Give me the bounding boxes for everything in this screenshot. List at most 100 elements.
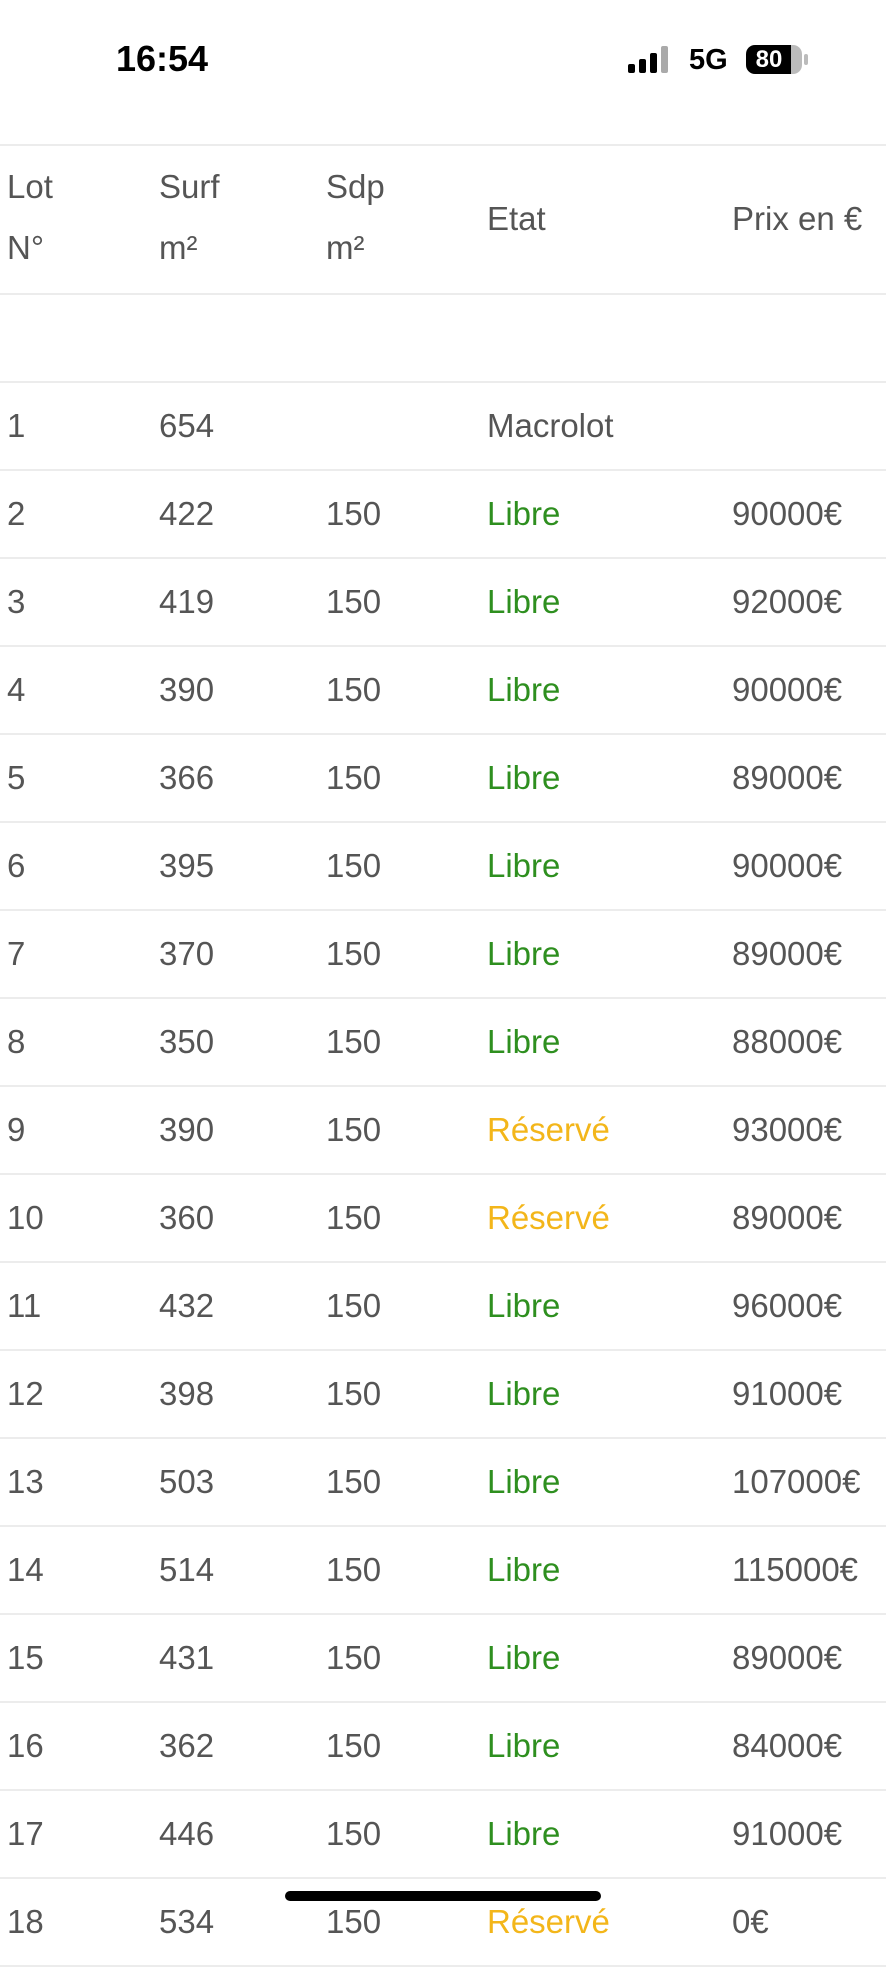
cell-text: 15 — [7, 1639, 44, 1676]
cell-text: 654 — [159, 407, 215, 444]
column-header: Etat — [487, 200, 546, 237]
cell-text: 0€ — [732, 1903, 769, 1940]
row-divider — [0, 557, 886, 559]
screen: 16:54 5G 80 Lot N° Surf m² Sdp m² Etat Prix en … — [0, 38, 886, 1967]
cell-text: 431 — [159, 1639, 215, 1676]
cell-text: 115000€ — [732, 1551, 859, 1588]
cell-text: 150 — [326, 847, 382, 884]
cell-text: 150 — [326, 1903, 382, 1940]
cell-text: 96000€ — [732, 1287, 843, 1324]
row-divider — [0, 293, 886, 295]
row-divider — [0, 821, 886, 823]
network: 5G — [689, 44, 728, 76]
row-divider — [0, 1789, 886, 1791]
cell-text: 150 — [326, 1727, 382, 1764]
cell-text: 150 — [326, 1639, 382, 1676]
cell-text: 150 — [326, 1199, 382, 1236]
status: Libre — [487, 1551, 561, 1588]
battery-tip — [804, 54, 808, 65]
cell-text: 18 — [7, 1903, 44, 1940]
status: Libre — [487, 583, 561, 620]
cell-text: 150 — [326, 1287, 382, 1324]
cell-text: 150 — [326, 935, 382, 972]
cell-text: 534 — [159, 1903, 215, 1940]
cell-text: 89000€ — [732, 1639, 843, 1676]
signal-icon — [628, 46, 668, 73]
status: Libre — [487, 1375, 561, 1412]
row-divider — [0, 1437, 886, 1439]
cell-text: 6 — [7, 847, 26, 884]
row-divider — [0, 1525, 886, 1527]
column-header: Surf — [159, 168, 220, 205]
cell-text: 360 — [159, 1199, 215, 1236]
cell-text: 422 — [159, 495, 215, 532]
cell-text: 398 — [159, 1375, 215, 1412]
cell-text: 150 — [326, 583, 382, 620]
cell-text: 17 — [7, 1815, 44, 1852]
status: Libre — [487, 1727, 561, 1764]
status: Libre — [487, 1287, 561, 1324]
cell-text: 90000€ — [732, 495, 843, 532]
cell-text: 150 — [326, 1023, 382, 1060]
cell-text: 150 — [326, 671, 382, 708]
cell-text: 9 — [7, 1111, 26, 1148]
cell-text: 150 — [326, 1815, 382, 1852]
row-divider — [0, 1085, 886, 1087]
cell-text: 150 — [326, 1551, 382, 1588]
cell-text: 514 — [159, 1551, 215, 1588]
status: Libre — [487, 935, 561, 972]
cell-text: 90000€ — [732, 847, 843, 884]
column-header: m² — [326, 229, 365, 266]
status: Réservé — [487, 1111, 610, 1148]
column-header: m² — [159, 229, 198, 266]
row-divider — [0, 1173, 886, 1175]
status: Libre — [487, 495, 561, 532]
cell-text: 7 — [7, 935, 26, 972]
cell-text: 395 — [159, 847, 215, 884]
cell-text: 89000€ — [732, 759, 843, 796]
row-divider — [0, 381, 886, 383]
cell-text: 366 — [159, 759, 215, 796]
cell-text: 503 — [159, 1463, 215, 1500]
status: Réservé — [487, 1903, 610, 1940]
cell-text: 2 — [7, 495, 26, 532]
cell-text: 11 — [7, 1287, 42, 1324]
cell-text: 390 — [159, 671, 215, 708]
column-header: N° — [7, 229, 45, 266]
row-divider — [0, 1877, 886, 1879]
cell-text: 84000€ — [732, 1727, 843, 1764]
cell-text: 107000€ — [732, 1463, 861, 1500]
cell-text: 89000€ — [732, 935, 843, 972]
cell-text: 150 — [326, 1463, 382, 1500]
cell-text: 93000€ — [732, 1111, 843, 1148]
row-divider — [0, 997, 886, 999]
row-divider — [0, 469, 886, 471]
cell-text: 150 — [326, 1111, 382, 1148]
cell-text: 150 — [326, 495, 382, 532]
cell-text: 390 — [159, 1111, 215, 1148]
status: Libre — [487, 1463, 561, 1500]
cell-text: 446 — [159, 1815, 215, 1852]
row-divider — [0, 1261, 886, 1263]
status: Libre — [487, 847, 561, 884]
lots-table: Lot N° Surf m² Sdp m² Etat Prix en €1 654 Macrolo… — [0, 144, 886, 1967]
cell-text: 362 — [159, 1727, 215, 1764]
column-header: Lot — [7, 168, 53, 205]
home-indicator — [285, 1891, 601, 1901]
cell-text: 91000€ — [732, 1375, 843, 1412]
cell-text: 13 — [7, 1463, 44, 1500]
cell-text: 370 — [159, 935, 215, 972]
column-header: Prix en € — [732, 200, 863, 237]
row-divider — [0, 1613, 886, 1615]
row-divider — [0, 1349, 886, 1351]
status: Libre — [487, 1815, 561, 1852]
cell-text: 10 — [7, 1199, 44, 1236]
cell-text: 89000€ — [732, 1199, 843, 1236]
status: Réservé — [487, 1199, 610, 1236]
cell-text: 91000€ — [732, 1815, 843, 1852]
row-divider — [0, 733, 886, 735]
cell-text: 88000€ — [732, 1023, 843, 1060]
status: Libre — [487, 759, 561, 796]
status: Libre — [487, 671, 561, 708]
table-border — [0, 144, 886, 146]
